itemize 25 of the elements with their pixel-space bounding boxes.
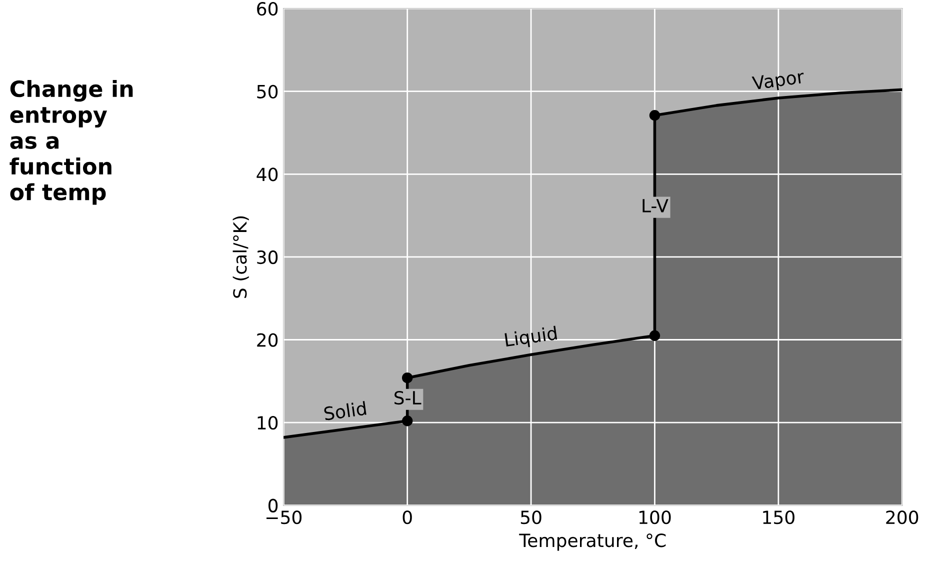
annotation: S-L [394, 390, 422, 405]
y-tick-label: 0 [268, 498, 278, 512]
y-tick-label: 40 [256, 168, 278, 182]
text: Change in entropy as a function of temp [10, 80, 133, 205]
y-tick-label: 50 [257, 84, 278, 98]
x-tick-label: 200 [886, 510, 918, 524]
point [402, 372, 413, 384]
y-tick-label: 30 [257, 250, 278, 264]
y-axis-title: S (cal/°K) [232, 216, 249, 298]
annotation: Liquid [504, 326, 558, 350]
point [649, 330, 660, 341]
x-tick-label: 0 [402, 510, 412, 524]
annotation: L-V [642, 199, 668, 212]
point [649, 110, 660, 121]
x-tick-label: 100 [639, 510, 671, 524]
y-tick-label: 60 [257, 2, 278, 16]
annotation: Vapor [752, 70, 806, 94]
annotation: Solid [324, 401, 366, 421]
y-tick-label: 20 [257, 333, 278, 347]
x-tick-label: 50 [520, 510, 542, 524]
x-tick-label: −50 [266, 510, 302, 524]
x-tick-label: 150 [763, 510, 794, 524]
point [402, 416, 413, 426]
y-tick-label: 10 [258, 416, 278, 430]
x-axis-title: Temperature, °C [519, 534, 666, 551]
